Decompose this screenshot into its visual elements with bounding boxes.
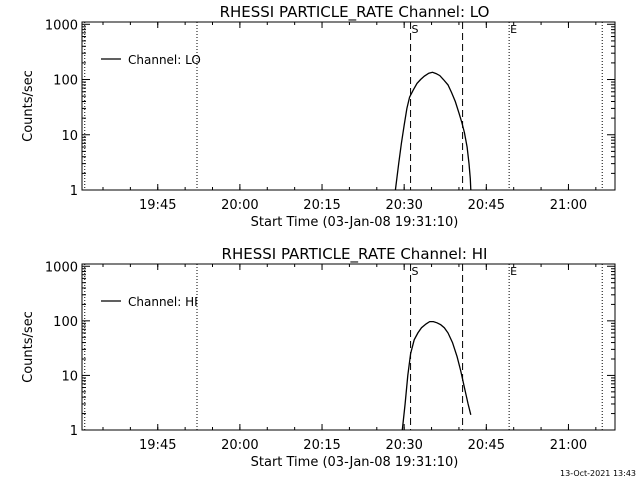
legend-label: Channel: HI bbox=[128, 295, 198, 309]
x-tick-label: 20:45 bbox=[468, 198, 505, 213]
y-tick-label: 10 bbox=[61, 129, 78, 144]
series-line bbox=[401, 320, 472, 431]
time-marker-label: E bbox=[510, 23, 517, 36]
x-tick-label: 20:30 bbox=[385, 438, 422, 453]
chart-panel-2: RHESSI PARTICLE_RATE Channel: HI 19:45 20:… bbox=[21, 245, 616, 470]
y-tick-label: 100 bbox=[53, 74, 78, 89]
y-tick-label: 1000 bbox=[45, 18, 78, 33]
plot-frame bbox=[81, 263, 616, 431]
plot-frame bbox=[81, 21, 616, 191]
x-tick-label: 19:45 bbox=[139, 198, 176, 213]
y-axis-label: Counts/sec bbox=[21, 311, 36, 383]
x-tick-label: 20:00 bbox=[221, 438, 258, 453]
chart-panel-1: RHESSI PARTICLE_RATE Channel: LO 19:45 20:… bbox=[21, 3, 616, 230]
series-line bbox=[394, 71, 472, 191]
chart-title: RHESSI PARTICLE_RATE Channel: LO bbox=[220, 3, 490, 22]
x-tick-label: 20:15 bbox=[303, 438, 340, 453]
time-marker-label: S bbox=[412, 23, 419, 36]
x-tick-label: 21:00 bbox=[550, 198, 587, 213]
y-tick-label: 1000 bbox=[45, 260, 78, 275]
y-tick-label: 100 bbox=[53, 315, 78, 330]
y-tick-label: 10 bbox=[61, 369, 78, 384]
x-axis-label: Start Time (03-Jan-08 19:31:10) bbox=[251, 455, 459, 470]
x-tick-label: 19:45 bbox=[139, 438, 176, 453]
footer-timestamp: 13-Oct-2021 13:43 bbox=[560, 469, 636, 478]
x-tick-label: 20:45 bbox=[468, 438, 505, 453]
time-marker-label: E bbox=[510, 265, 517, 278]
x-tick-label: 20:30 bbox=[385, 198, 422, 213]
y-tick-label: 1 bbox=[70, 184, 78, 199]
y-axis-label: Counts/sec bbox=[21, 70, 36, 142]
x-tick-label: 21:00 bbox=[550, 438, 587, 453]
time-marker-label: S bbox=[412, 265, 419, 278]
x-axis-label: Start Time (03-Jan-08 19:31:10) bbox=[251, 215, 459, 230]
y-tick-label: 1 bbox=[70, 424, 78, 439]
x-tick-label: 20:15 bbox=[303, 198, 340, 213]
x-tick-label: 20:00 bbox=[221, 198, 258, 213]
chart-title: RHESSI PARTICLE_RATE Channel: HI bbox=[222, 245, 488, 264]
legend-label: Channel: LO bbox=[128, 53, 201, 67]
